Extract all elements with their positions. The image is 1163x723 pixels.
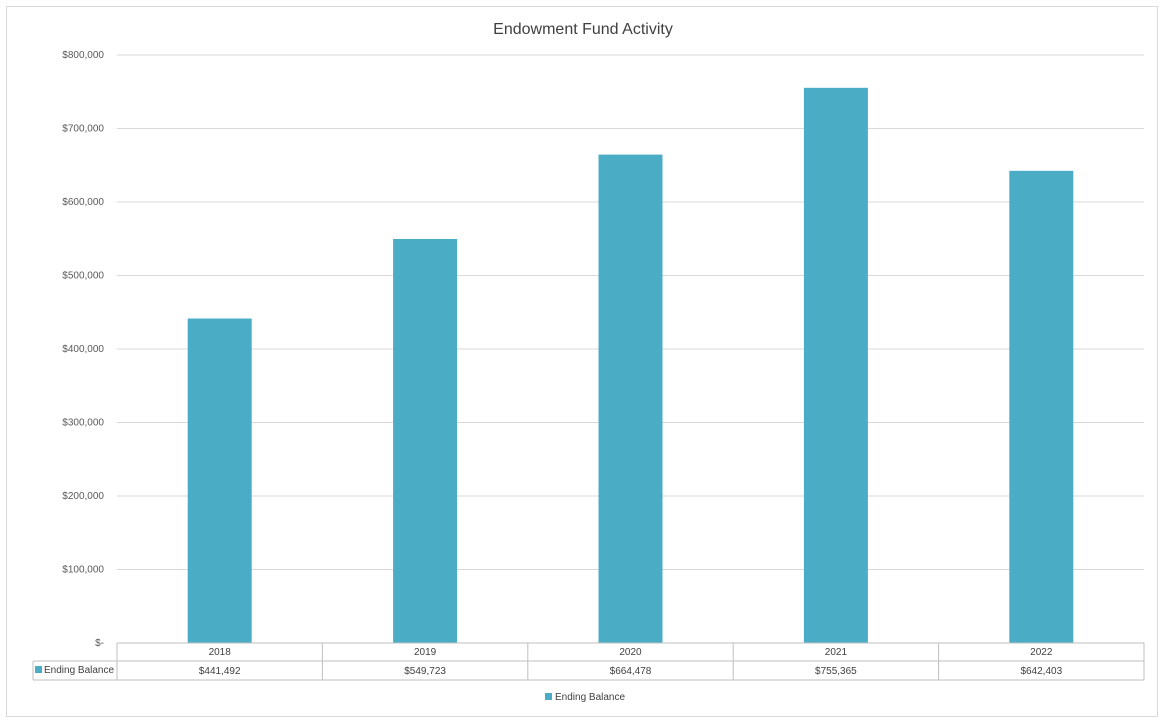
- y-axis-ticks: $- $100,000 $200,000 $300,000 $400,000 $500,0…: [62, 50, 104, 649]
- bar: [1009, 170, 1074, 643]
- y-tick-label: $800,000: [62, 50, 104, 61]
- category-label: 2020: [619, 647, 642, 658]
- category-label: 2021: [825, 647, 848, 658]
- table-series-label: Ending Balance: [44, 665, 114, 676]
- y-tick-label: $400,000: [62, 344, 104, 355]
- chart-frame: Endowment Fund Activity $- $100,000 $200,0…: [6, 6, 1158, 717]
- legend-swatch: [545, 693, 552, 700]
- category-label: 2022: [1030, 647, 1053, 658]
- value-label: $441,492: [199, 666, 241, 677]
- y-tick-label: $600,000: [62, 197, 104, 208]
- y-tick-label: $300,000: [62, 418, 104, 429]
- chart-svg: Endowment Fund Activity $- $100,000 $200,0…: [32, 21, 1145, 703]
- y-tick-label: $-: [95, 638, 104, 649]
- bar: [803, 87, 868, 644]
- bar: [598, 154, 663, 643]
- table-series-swatch: [35, 666, 42, 673]
- value-label: $664,478: [610, 666, 652, 677]
- legend: Ending Balance: [545, 692, 625, 703]
- y-tick-label: $200,000: [62, 491, 104, 502]
- bar: [393, 238, 458, 643]
- y-tick-label: $700,000: [62, 124, 104, 135]
- legend-label: Ending Balance: [555, 692, 625, 703]
- y-tick-label: $500,000: [62, 271, 104, 282]
- value-label: $549,723: [404, 666, 446, 677]
- data-table: 2018 2019 2020 2021 2022 $441,492 $549,723 $664…: [32, 642, 1145, 681]
- category-label: 2019: [414, 647, 437, 658]
- category-label: 2018: [209, 647, 232, 658]
- value-label: $642,403: [1020, 666, 1062, 677]
- value-label: $755,365: [815, 666, 857, 677]
- bar: [187, 318, 252, 643]
- y-tick-label: $100,000: [62, 565, 104, 576]
- bars: [187, 87, 1074, 644]
- chart-title: Endowment Fund Activity: [493, 21, 673, 38]
